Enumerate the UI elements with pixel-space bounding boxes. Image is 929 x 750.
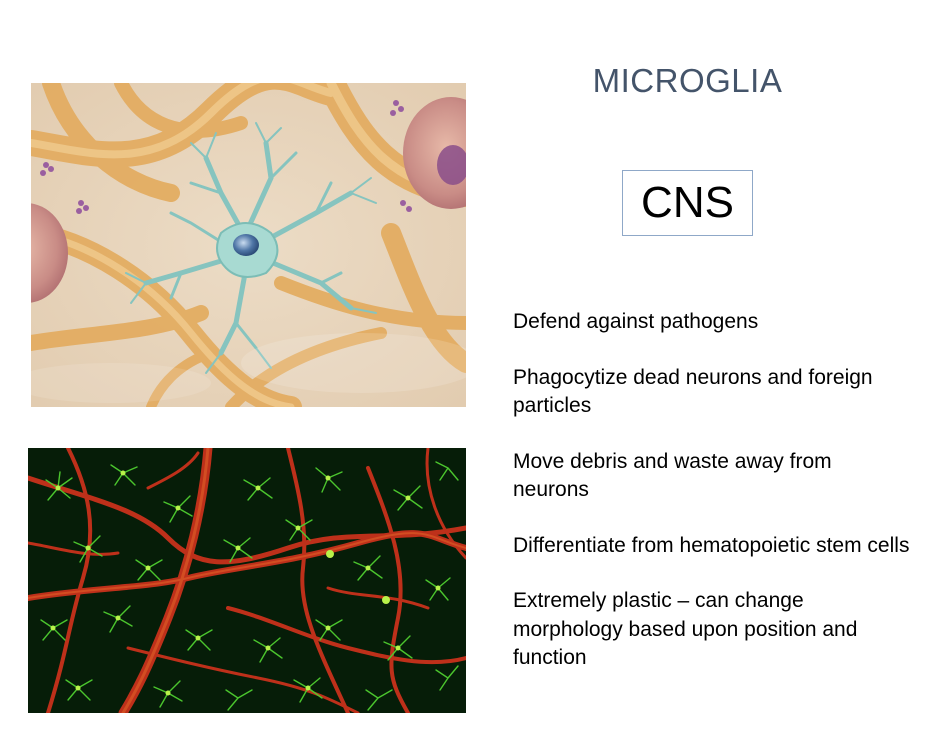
list-item: Move debris and waste away from neurons (513, 449, 832, 502)
microglia-micrograph (28, 448, 466, 713)
slide-title: MICROGLIA (592, 62, 783, 99)
list-item: Extremely plastic – can change morpholog… (513, 589, 858, 669)
list-item: Defend against pathogens (513, 310, 759, 333)
list-item: Phagocytize dead neurons and foreign par… (513, 365, 873, 418)
list-item: Differentiate from hematopoietic stem ce… (513, 533, 910, 557)
cns-label-box: CNS (622, 170, 753, 236)
microglia-illustration (31, 83, 466, 407)
bullet-list: Defend against pathogens Phagocytize dea… (513, 308, 913, 700)
